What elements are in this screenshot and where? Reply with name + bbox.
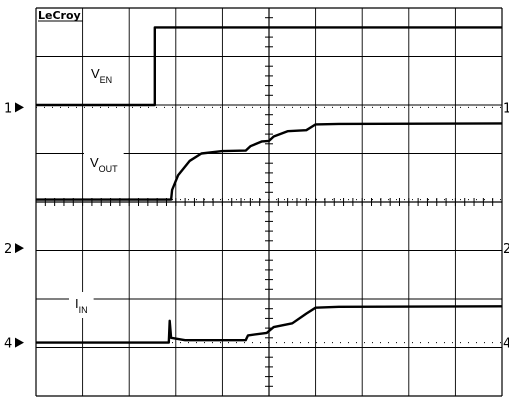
trace-label-bg-iin [69,292,94,318]
channel-marker-arrow [15,337,24,348]
channel-marker-label-left: 1 [4,101,12,116]
trace-vout [36,122,503,201]
trace-label-bg-ven [85,62,119,88]
channel-marker-label-right: 2 [503,242,509,257]
trace-label-subscript: IN [79,305,88,315]
waveform-traces [36,26,503,344]
trace-label-bg-vout [84,151,124,177]
trace-label-subscript: EN [100,75,113,85]
channel-marker-label-left: 4 [4,337,12,352]
trace-label-subscript: OUT [99,164,119,174]
channel-marker-label-right: 4 [503,337,509,352]
channel-marker-label-left: 2 [4,242,12,257]
channel-marker-arrow [15,243,24,254]
brand-logo-text: LeCroy [38,9,81,22]
trace-ven [36,26,502,107]
trace-iin [36,305,503,344]
channel-marker-label-right: 1 [503,101,509,116]
channel-marker-arrow [15,102,24,113]
channel-markers: 1 1 2 2 4 4 [4,101,509,351]
graticule-grid [35,7,503,397]
